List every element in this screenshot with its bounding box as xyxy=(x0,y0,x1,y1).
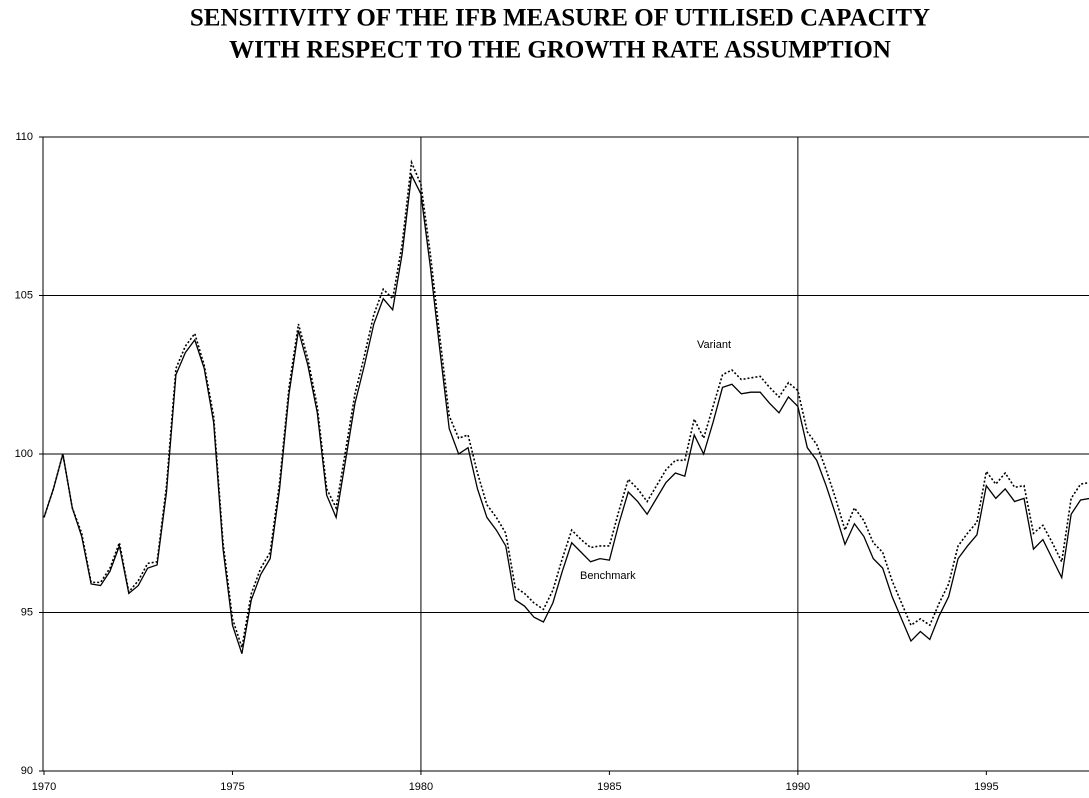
x-tick-label: 1980 xyxy=(409,781,433,793)
series-line xyxy=(43,172,1089,654)
series-line xyxy=(43,159,1089,648)
x-tick-label: 1985 xyxy=(597,781,621,793)
series-label: Benchmark xyxy=(580,570,636,582)
x-tick-label: 1970 xyxy=(32,781,56,793)
y-tick-label: 95 xyxy=(21,606,33,618)
y-tick-label: 90 xyxy=(21,765,33,777)
x-tick-label: 1990 xyxy=(786,781,810,793)
chart-title: WITH RESPECT TO THE GROWTH RATE ASSUMPTI… xyxy=(229,37,891,64)
y-tick-label: 100 xyxy=(15,448,33,460)
chart-title: SENSITIVITY OF THE IFB MEASURE OF UTILIS… xyxy=(190,5,930,32)
series-label: Variant xyxy=(697,339,731,351)
x-tick-label: 1995 xyxy=(974,781,998,793)
y-tick-label: 105 xyxy=(15,289,33,301)
x-tick-label: 1975 xyxy=(220,781,244,793)
y-tick-label: 110 xyxy=(15,131,33,143)
